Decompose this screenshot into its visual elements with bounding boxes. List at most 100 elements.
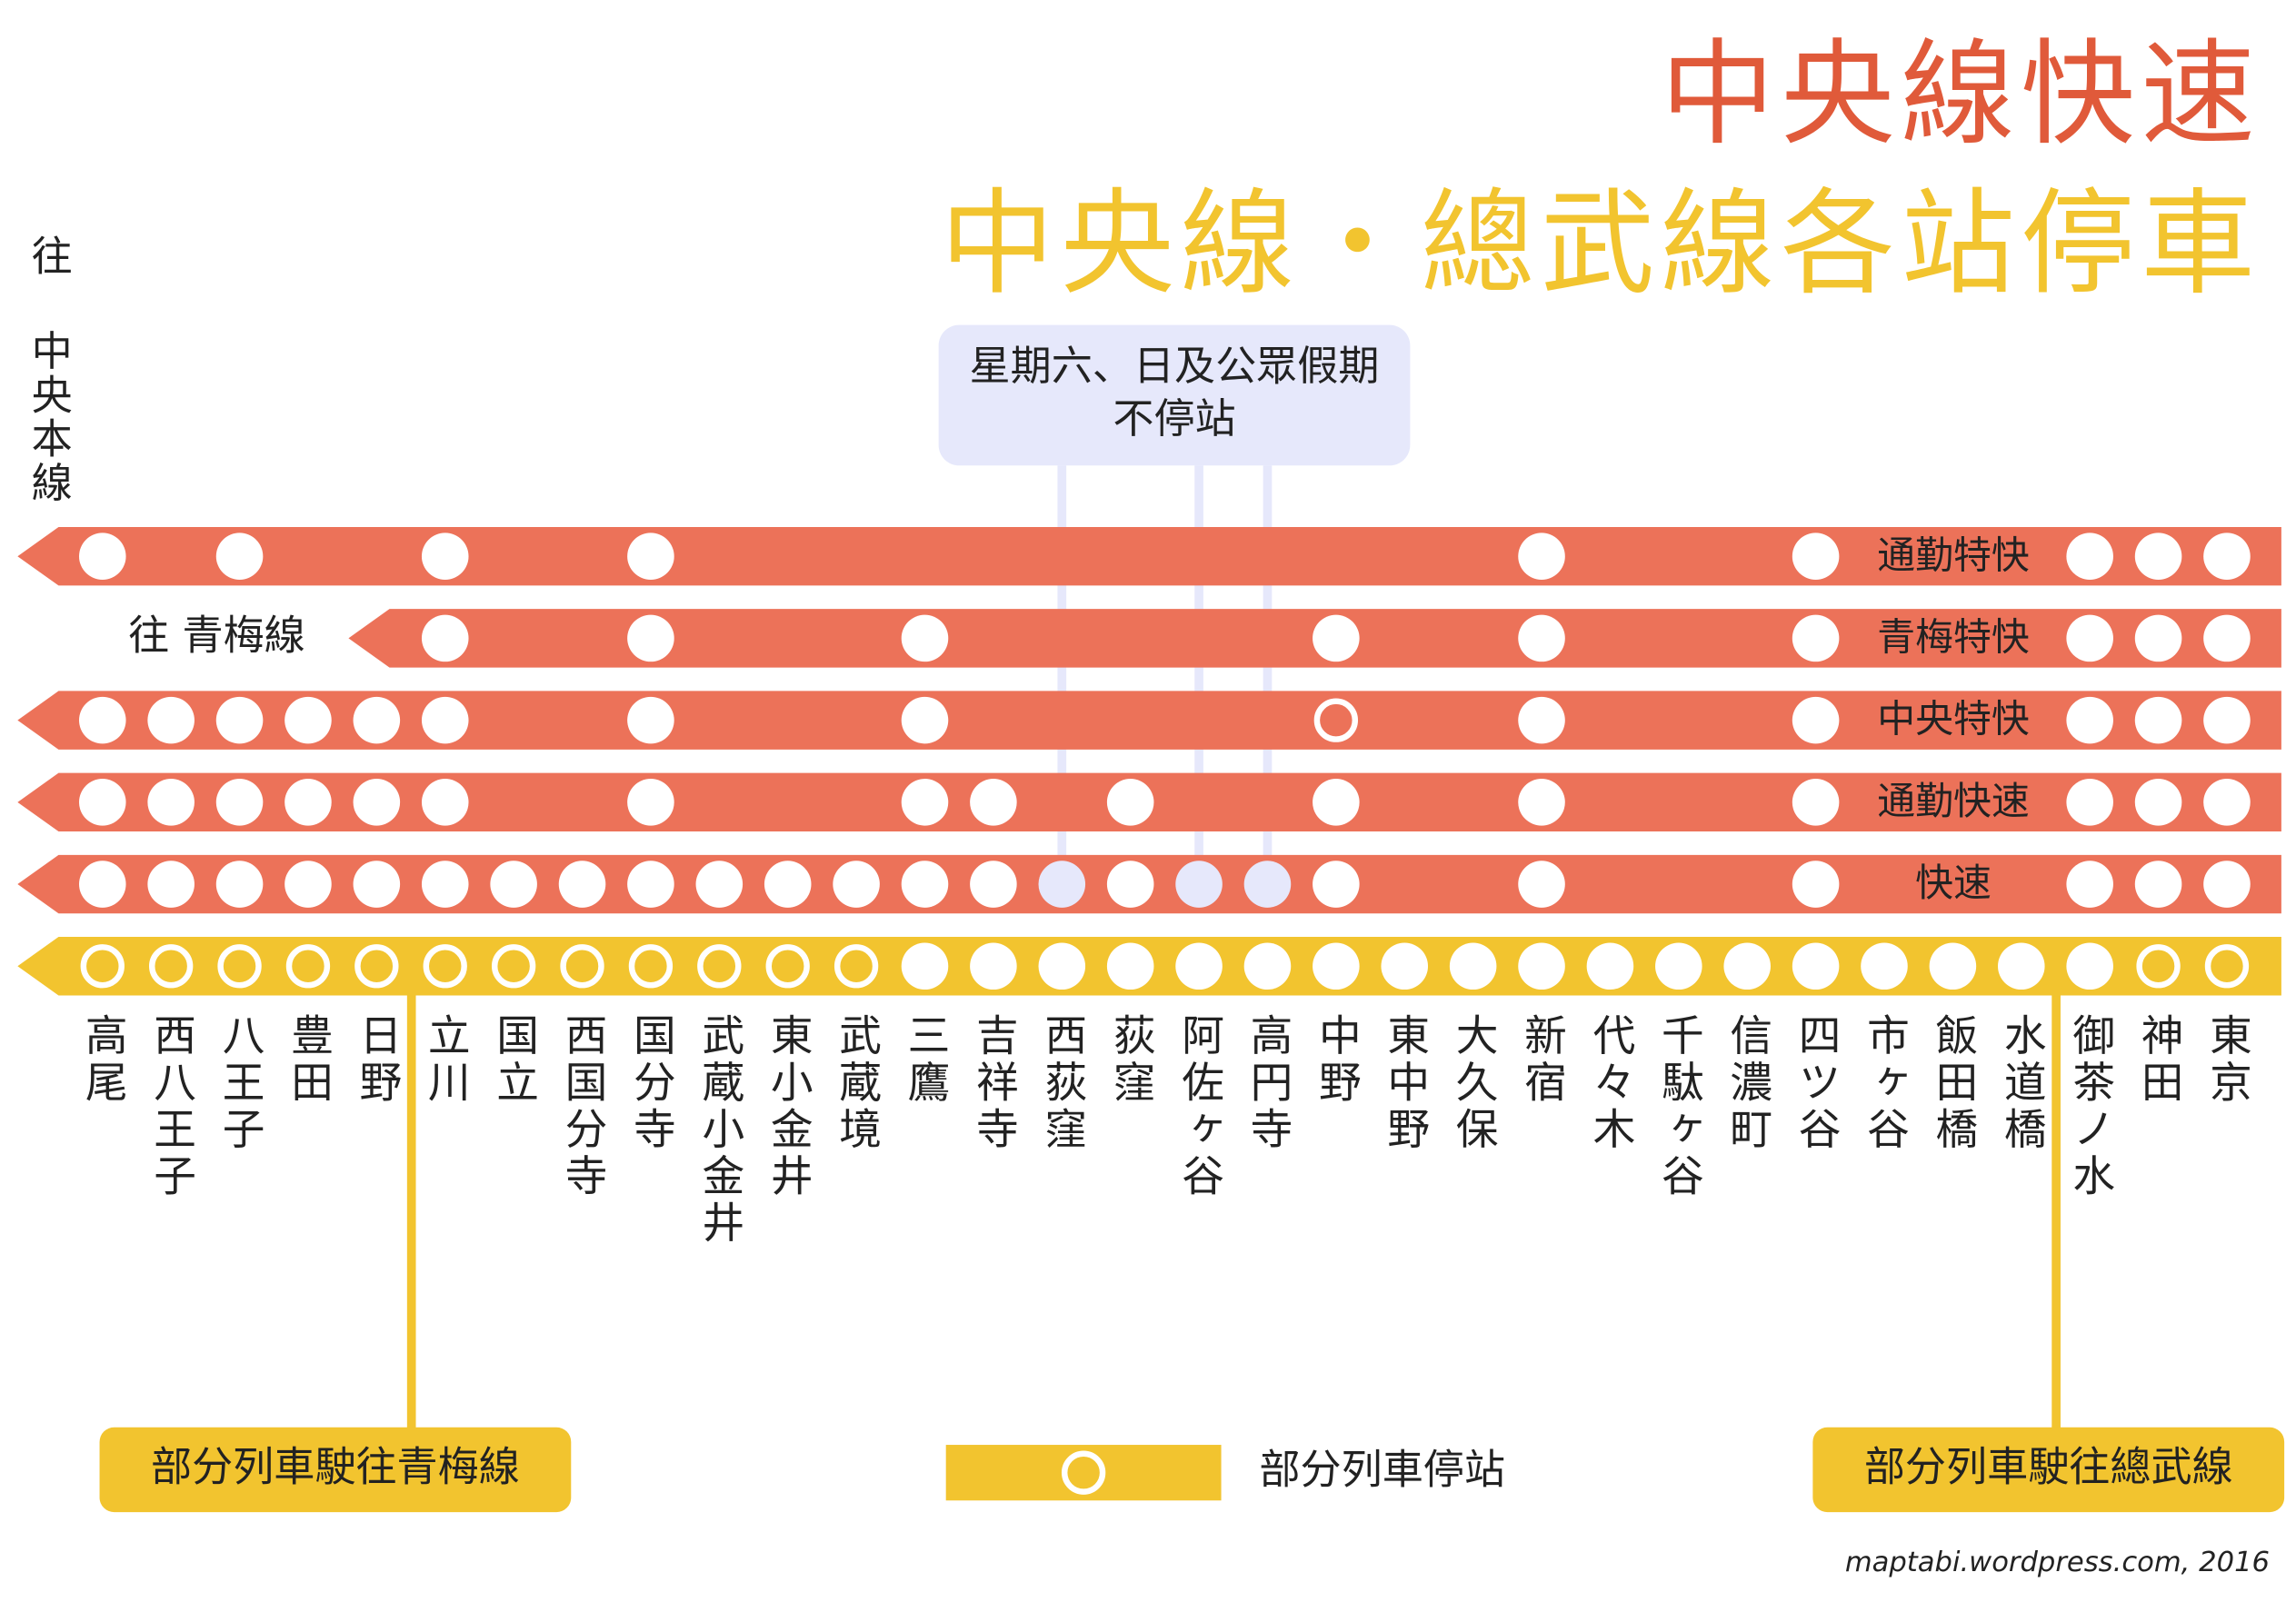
- partial-stop: [628, 944, 674, 989]
- weekday-stop: [1175, 861, 1223, 908]
- stop: [627, 614, 674, 662]
- partial-stop: [491, 944, 536, 989]
- stop: [1792, 532, 1840, 580]
- destination-note: 往 青梅線: [128, 611, 305, 659]
- subtitle: 中央線・總武線各站停車: [940, 176, 2261, 310]
- stop: [2066, 942, 2113, 990]
- credit: maptabi.wordpress.com, 2016: [1845, 1547, 2270, 1578]
- weekday-stop: [1038, 861, 1086, 908]
- stop: [1518, 696, 1565, 744]
- service-name: 青梅特快: [1877, 615, 2030, 660]
- stop: [421, 861, 469, 908]
- weekday-stop: [1243, 861, 1292, 908]
- title: 中央線快速: [1661, 27, 2261, 161]
- station-name: 代々木: [1585, 1013, 1634, 1154]
- stop: [2134, 532, 2182, 580]
- stop: [1723, 942, 1771, 990]
- stop: [901, 942, 949, 990]
- station-name: 西国分寺: [558, 1013, 607, 1200]
- station-name: 飯田橋: [1928, 1013, 1977, 1154]
- stop: [215, 696, 264, 744]
- stop: [2134, 861, 2182, 908]
- partial-stop: [217, 944, 262, 989]
- station-name: 八王子: [215, 1013, 265, 1154]
- stop: [353, 696, 401, 744]
- station-name: 神田: [2134, 1013, 2183, 1107]
- station-name: 国分寺: [626, 1013, 675, 1154]
- stop: [353, 779, 401, 826]
- stop: [2066, 614, 2113, 662]
- stop: [421, 696, 469, 744]
- stop: [1518, 942, 1565, 990]
- stop: [1792, 779, 1840, 826]
- station-names: 高尾 西八王子 八王子 豊田 日野 立川 国立 西国分寺 国分寺 武蔵小金井 東小金井 武蔵境 三鷹 吉祥…: [78, 1013, 2251, 1248]
- notice-box: [938, 324, 1411, 466]
- partial-stop: [148, 944, 194, 989]
- stop: [2066, 532, 2113, 580]
- station-name: 千駄ヶ谷: [1654, 1013, 1703, 1200]
- station-name: 阿佐ヶ谷: [1174, 1013, 1223, 1200]
- stop: [901, 696, 949, 744]
- stop: [1038, 942, 1086, 990]
- service-name: 中央特快: [1877, 697, 2030, 741]
- station-name: 大久保: [1449, 1013, 1498, 1154]
- stop: [833, 861, 880, 908]
- stop: [2203, 779, 2251, 826]
- stop: [147, 861, 195, 908]
- station-name: 東京: [2202, 1013, 2251, 1107]
- stop: [2066, 696, 2113, 744]
- stop: [78, 779, 126, 826]
- stop: [970, 861, 1017, 908]
- stop: [421, 614, 469, 662]
- legend-label: 部分列車停站: [1259, 1446, 1505, 1494]
- stop: [147, 696, 195, 744]
- stop: [1861, 942, 1908, 990]
- stop: [970, 779, 1017, 826]
- branch-lines: [406, 966, 2061, 1429]
- station-name: 三鷹: [900, 1013, 949, 1107]
- stop: [147, 779, 195, 826]
- stop: [1586, 942, 1634, 990]
- stop: [215, 532, 264, 580]
- station-name: 日野: [352, 1013, 401, 1107]
- stop: [285, 779, 332, 826]
- stop: [1929, 942, 1977, 990]
- service-name: 通勤特快: [1877, 532, 2030, 577]
- stop: [285, 696, 332, 744]
- stop: [1998, 942, 2045, 990]
- partial-stop: [2204, 944, 2250, 989]
- stop: [558, 861, 606, 908]
- stop: [2134, 614, 2182, 662]
- station-name: 立川: [421, 1013, 470, 1107]
- station-name: 武蔵小金井: [694, 1013, 744, 1248]
- service-name: 快速: [1915, 861, 1992, 905]
- partial-stop: [423, 944, 467, 989]
- branch-box: [1812, 1427, 2285, 1513]
- station-name: 荻窪: [1106, 1013, 1155, 1107]
- stop: [490, 861, 537, 908]
- stop: [1518, 779, 1565, 826]
- stop: [421, 532, 469, 580]
- stop: [78, 696, 126, 744]
- stop: [215, 779, 264, 826]
- stop: [1313, 614, 1360, 662]
- stop: [1518, 532, 1565, 580]
- partial-stop: [80, 944, 125, 989]
- stop: [78, 532, 126, 580]
- stop: [1518, 614, 1565, 662]
- station-name: 豊田: [284, 1013, 333, 1107]
- stop: [353, 861, 401, 908]
- stop: [2203, 696, 2251, 744]
- stop: [1655, 942, 1702, 990]
- origin-note: 往 中央本線: [25, 234, 73, 505]
- stop: [2203, 532, 2251, 580]
- stop: [901, 779, 949, 826]
- stop: [1106, 779, 1154, 826]
- station-name: 新宿: [1517, 1013, 1566, 1107]
- stop: [1313, 861, 1360, 908]
- branch-label: 部分列車駛往總武線: [1864, 1442, 2233, 1490]
- station-name: 御茶ノ水: [2065, 1013, 2114, 1200]
- station-name: 市ヶ谷: [1860, 1013, 1909, 1154]
